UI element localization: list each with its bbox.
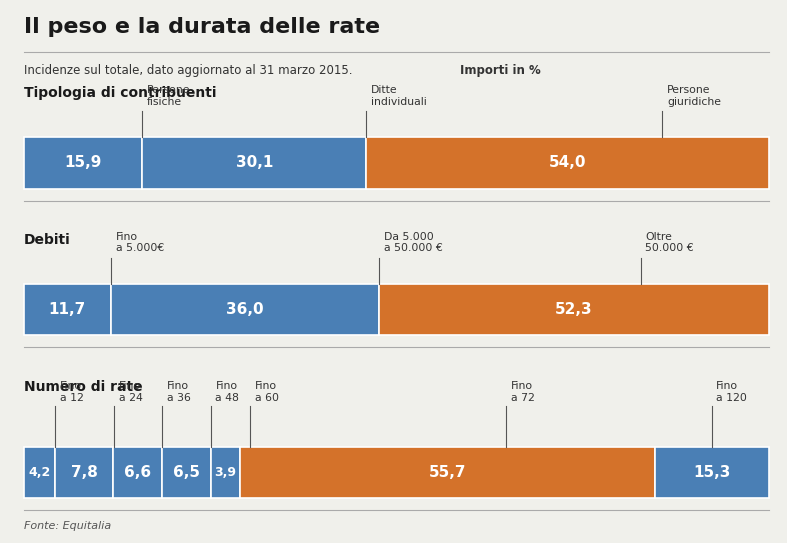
Text: Numero di rate: Numero di rate <box>24 380 142 394</box>
Bar <box>162 446 211 498</box>
Bar <box>113 446 162 498</box>
Text: 11,7: 11,7 <box>49 302 86 317</box>
Text: Debiti: Debiti <box>24 233 70 248</box>
Text: Fino
a 12: Fino a 12 <box>60 381 83 403</box>
Text: Tipologia di contribuenti: Tipologia di contribuenti <box>24 86 216 100</box>
Text: 36,0: 36,0 <box>226 302 264 317</box>
Text: Incidenze sul totale, dato aggiornato al 31 marzo 2015.: Incidenze sul totale, dato aggiornato al… <box>24 64 356 77</box>
Bar <box>240 446 655 498</box>
Text: 54,0: 54,0 <box>549 155 586 171</box>
Bar <box>24 446 55 498</box>
Text: Da 5.000
a 50.000 €: Da 5.000 a 50.000 € <box>384 232 442 253</box>
Text: Oltre
50.000 €: Oltre 50.000 € <box>645 232 694 253</box>
Text: 7,8: 7,8 <box>71 465 98 480</box>
Text: Fino
a 5.000€: Fino a 5.000€ <box>116 232 164 253</box>
Text: 55,7: 55,7 <box>429 465 466 480</box>
Bar <box>211 446 240 498</box>
Text: Il peso e la durata delle rate: Il peso e la durata delle rate <box>24 17 380 37</box>
Bar <box>111 283 379 335</box>
Text: Persone
fisiche: Persone fisiche <box>147 85 190 106</box>
Text: Fino
a 48: Fino a 48 <box>216 381 239 403</box>
Text: Persone
giuridiche: Persone giuridiche <box>667 85 721 106</box>
Bar <box>24 283 111 335</box>
Text: 4,2: 4,2 <box>28 466 50 479</box>
Text: Fino
a 24: Fino a 24 <box>119 381 142 403</box>
Text: 3,9: 3,9 <box>214 466 236 479</box>
Text: Ditte
individuali: Ditte individuali <box>371 85 427 106</box>
Text: Fonte: Equitalia: Fonte: Equitalia <box>24 521 111 531</box>
Bar <box>24 137 142 188</box>
Bar <box>55 446 113 498</box>
Text: 6,6: 6,6 <box>124 465 151 480</box>
Bar <box>142 137 367 188</box>
Text: Fino
a 60: Fino a 60 <box>255 381 279 403</box>
Text: 52,3: 52,3 <box>555 302 593 317</box>
Bar <box>379 283 769 335</box>
Text: Fino
a 120: Fino a 120 <box>716 381 747 403</box>
Bar <box>367 137 769 188</box>
Text: 30,1: 30,1 <box>235 155 273 171</box>
Text: 15,3: 15,3 <box>693 465 730 480</box>
Text: 6,5: 6,5 <box>173 465 200 480</box>
Text: 15,9: 15,9 <box>65 155 102 171</box>
Text: Fino
a 72: Fino a 72 <box>511 381 534 403</box>
Text: Importi in %: Importi in % <box>460 64 541 77</box>
Bar <box>655 446 769 498</box>
Text: Fino
a 36: Fino a 36 <box>167 381 190 403</box>
